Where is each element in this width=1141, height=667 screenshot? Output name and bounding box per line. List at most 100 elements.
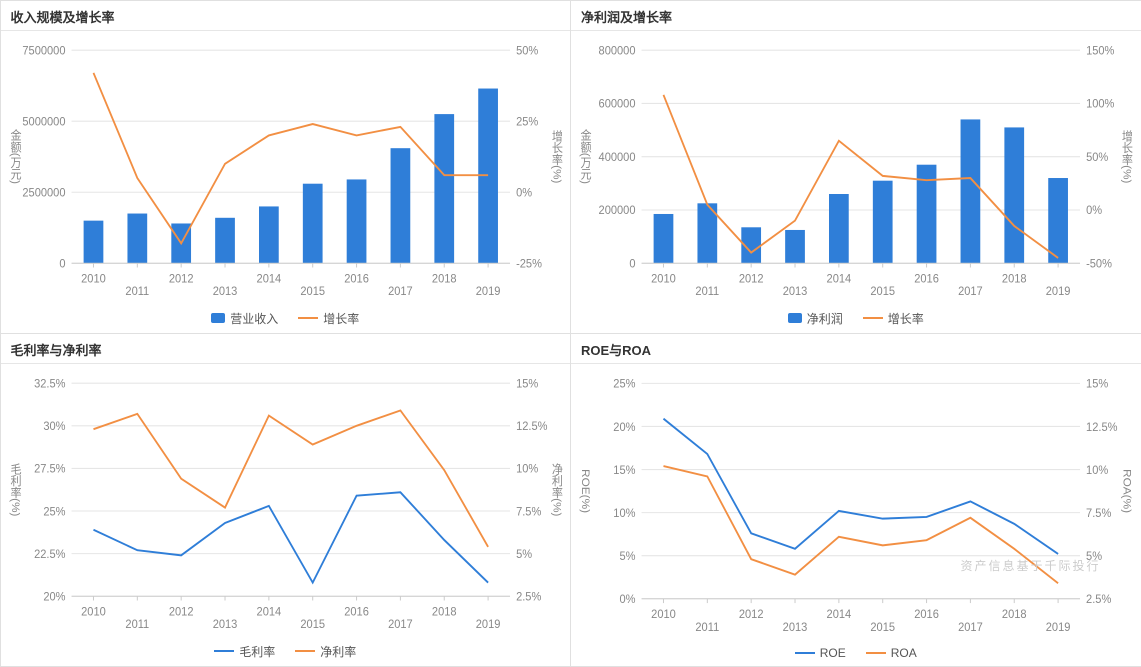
svg-text:毛利率(%): 毛利率(%) xyxy=(9,463,21,517)
chart-area: 0250000050000007500000-25%0%25%50%201020… xyxy=(1,31,571,308)
svg-text:20%: 20% xyxy=(43,591,65,603)
svg-text:2016: 2016 xyxy=(914,608,939,620)
svg-text:2010: 2010 xyxy=(651,273,676,285)
legend: 营业收入 增长率 xyxy=(1,308,571,333)
svg-text:25%: 25% xyxy=(43,506,65,518)
panel-title: 收入规模及增长率 xyxy=(1,1,571,31)
svg-text:2012: 2012 xyxy=(168,606,193,618)
svg-text:2015: 2015 xyxy=(300,618,325,630)
legend: 净利润 增长率 xyxy=(571,308,1141,333)
svg-text:2011: 2011 xyxy=(125,285,149,297)
panel-margin: 毛利率与净利率 20%22.5%25%27.5%30%32.5%2.5%5%7.… xyxy=(0,333,571,667)
svg-text:2010: 2010 xyxy=(81,606,106,618)
svg-text:200000: 200000 xyxy=(599,205,636,217)
legend-label: 净利润 xyxy=(807,310,843,327)
svg-text:2012: 2012 xyxy=(168,273,193,285)
svg-text:ROA(%): ROA(%) xyxy=(1121,469,1133,513)
svg-text:800000: 800000 xyxy=(599,45,636,57)
svg-text:400000: 400000 xyxy=(599,151,636,163)
svg-text:2015: 2015 xyxy=(870,621,895,633)
svg-text:0%: 0% xyxy=(1086,205,1102,217)
svg-text:5%: 5% xyxy=(516,548,532,560)
legend-item-bar: 净利润 xyxy=(788,310,843,327)
svg-text:25%: 25% xyxy=(613,378,635,390)
svg-text:2012: 2012 xyxy=(739,273,764,285)
legend-label: 净利率 xyxy=(320,643,356,660)
svg-text:5%: 5% xyxy=(1086,550,1102,562)
svg-text:增长率(%): 增长率(%) xyxy=(1121,129,1133,184)
svg-text:2013: 2013 xyxy=(212,285,237,297)
svg-text:7.5%: 7.5% xyxy=(1086,507,1111,519)
legend: ROE ROA xyxy=(571,644,1141,666)
svg-text:100%: 100% xyxy=(1086,98,1114,110)
svg-text:2011: 2011 xyxy=(125,618,149,630)
svg-text:32.5%: 32.5% xyxy=(34,378,65,390)
dashboard: 收入规模及增长率 0250000050000007500000-25%0%25%… xyxy=(0,0,1141,666)
svg-text:150%: 150% xyxy=(1086,45,1114,57)
svg-text:2011: 2011 xyxy=(695,621,719,633)
panel-revenue: 收入规模及增长率 0250000050000007500000-25%0%25%… xyxy=(0,0,571,334)
svg-text:22.5%: 22.5% xyxy=(34,548,65,560)
svg-text:净利率(%): 净利率(%) xyxy=(550,462,562,517)
svg-text:2015: 2015 xyxy=(870,285,895,297)
svg-text:2019: 2019 xyxy=(1046,285,1071,297)
svg-text:15%: 15% xyxy=(613,464,635,476)
svg-text:2010: 2010 xyxy=(651,608,676,620)
legend: 毛利率 净利率 xyxy=(1,641,571,666)
svg-text:2016: 2016 xyxy=(344,273,369,285)
svg-text:27.5%: 27.5% xyxy=(34,463,65,475)
svg-text:0: 0 xyxy=(59,258,65,270)
svg-text:金额(万元): 金额(万元) xyxy=(579,128,591,184)
svg-text:2018: 2018 xyxy=(1002,273,1027,285)
svg-text:7.5%: 7.5% xyxy=(516,506,541,518)
svg-text:2013: 2013 xyxy=(783,285,808,297)
svg-text:25%: 25% xyxy=(516,116,538,128)
svg-text:2017: 2017 xyxy=(388,285,413,297)
svg-text:50%: 50% xyxy=(516,45,538,57)
svg-text:2015: 2015 xyxy=(300,285,325,297)
panel-roe-roa: ROE与ROA 0%5%10%15%20%25%2.5%5%7.5%10%12.… xyxy=(570,333,1141,667)
svg-text:0: 0 xyxy=(629,258,635,270)
svg-text:增长率(%): 增长率(%) xyxy=(550,129,562,184)
chart-area: 20%22.5%25%27.5%30%32.5%2.5%5%7.5%10%12.… xyxy=(1,364,571,641)
svg-text:2014: 2014 xyxy=(256,273,281,285)
svg-text:-25%: -25% xyxy=(516,258,542,270)
svg-text:50%: 50% xyxy=(1086,151,1108,163)
svg-text:2014: 2014 xyxy=(256,606,281,618)
svg-text:2.5%: 2.5% xyxy=(516,591,541,603)
svg-text:2012: 2012 xyxy=(739,608,764,620)
legend-item-line2: 净利率 xyxy=(295,643,356,660)
svg-text:600000: 600000 xyxy=(599,98,636,110)
svg-text:2018: 2018 xyxy=(431,273,456,285)
chart-area: 0 200000 400000 600000 800000 -50% 0% 50% 100% 15… xyxy=(571,31,1141,308)
panel-title: ROE与ROA xyxy=(571,334,1141,364)
svg-text:2500000: 2500000 xyxy=(22,187,65,199)
svg-text:2.5%: 2.5% xyxy=(1086,593,1111,605)
legend-item-line: 增长率 xyxy=(863,310,924,327)
legend-item-bar: 营业收入 xyxy=(211,310,278,327)
svg-text:2017: 2017 xyxy=(958,621,983,633)
svg-text:2013: 2013 xyxy=(783,621,808,633)
legend-label: 增长率 xyxy=(888,310,924,327)
svg-text:2013: 2013 xyxy=(212,618,237,630)
svg-text:0%: 0% xyxy=(619,593,635,605)
svg-text:5000000: 5000000 xyxy=(22,116,65,128)
legend-item-line1: 毛利率 xyxy=(214,643,275,660)
svg-text:2018: 2018 xyxy=(1002,608,1027,620)
svg-text:2010: 2010 xyxy=(81,273,106,285)
legend-item-line1: ROE xyxy=(795,646,846,660)
svg-text:10%: 10% xyxy=(1086,464,1108,476)
svg-text:2019: 2019 xyxy=(1046,621,1071,633)
svg-text:金额(万元): 金额(万元) xyxy=(9,128,21,184)
chart-area: 0%5%10%15%20%25%2.5%5%7.5%10%12.5%15%201… xyxy=(571,364,1141,644)
svg-text:2016: 2016 xyxy=(344,606,369,618)
legend-label: ROA xyxy=(891,646,917,660)
svg-text:2018: 2018 xyxy=(431,606,456,618)
svg-text:12.5%: 12.5% xyxy=(1086,421,1117,433)
svg-text:-50%: -50% xyxy=(1086,258,1112,270)
svg-text:2019: 2019 xyxy=(475,618,500,630)
svg-text:2017: 2017 xyxy=(388,618,413,630)
legend-label: ROE xyxy=(820,646,846,660)
svg-text:2014: 2014 xyxy=(827,273,852,285)
legend-label: 增长率 xyxy=(323,310,359,327)
